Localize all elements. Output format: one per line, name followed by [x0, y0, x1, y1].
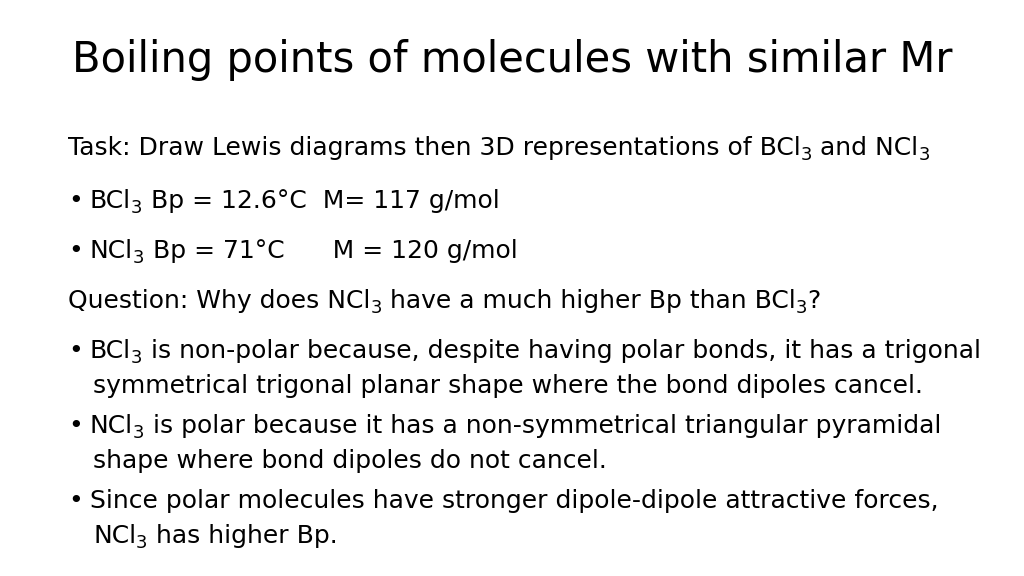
Text: •: • — [68, 239, 83, 263]
Text: 3: 3 — [801, 146, 812, 164]
Text: •: • — [68, 189, 83, 213]
Text: •: • — [68, 414, 83, 438]
Text: •: • — [68, 339, 83, 363]
Text: Boiling points of molecules with similar Mr: Boiling points of molecules with similar… — [72, 39, 952, 81]
Text: Task: Draw Lewis diagrams then 3D representations of BCl: Task: Draw Lewis diagrams then 3D repres… — [68, 136, 801, 160]
Text: 3: 3 — [133, 249, 144, 267]
Text: have a much higher Bp than BCl: have a much higher Bp than BCl — [382, 289, 796, 313]
Text: has higher Bp.: has higher Bp. — [147, 524, 337, 548]
Text: ?: ? — [807, 289, 820, 313]
Text: Question: Why does NCl: Question: Why does NCl — [68, 289, 371, 313]
Text: is polar because it has a non-symmetrical triangular pyramidal: is polar because it has a non-symmetrica… — [144, 414, 941, 438]
Text: shape where bond dipoles do not cancel.: shape where bond dipoles do not cancel. — [93, 449, 607, 473]
Text: BCl: BCl — [90, 189, 131, 213]
Text: •: • — [68, 489, 83, 513]
Text: 3: 3 — [371, 299, 382, 317]
Text: NCl: NCl — [93, 524, 136, 548]
Text: symmetrical trigonal planar shape where the bond dipoles cancel.: symmetrical trigonal planar shape where … — [93, 374, 923, 398]
Text: Since polar molecules have stronger dipole-dipole attractive forces,: Since polar molecules have stronger dipo… — [90, 489, 939, 513]
Text: BCl: BCl — [90, 339, 131, 363]
Text: 3: 3 — [919, 146, 930, 164]
Text: NCl: NCl — [90, 239, 133, 263]
Text: NCl: NCl — [90, 414, 133, 438]
Text: 3: 3 — [133, 424, 144, 442]
Text: 3: 3 — [131, 349, 142, 367]
Text: is non-polar because, despite having polar bonds, it has a trigonal: is non-polar because, despite having pol… — [142, 339, 981, 363]
Text: 3: 3 — [136, 534, 147, 552]
Text: Bp = 12.6°C  M= 117 g/mol: Bp = 12.6°C M= 117 g/mol — [142, 189, 500, 213]
Text: 3: 3 — [131, 199, 142, 217]
Text: and NCl: and NCl — [812, 136, 919, 160]
Text: 3: 3 — [796, 299, 807, 317]
Text: Bp = 71°C      M = 120 g/mol: Bp = 71°C M = 120 g/mol — [144, 239, 517, 263]
